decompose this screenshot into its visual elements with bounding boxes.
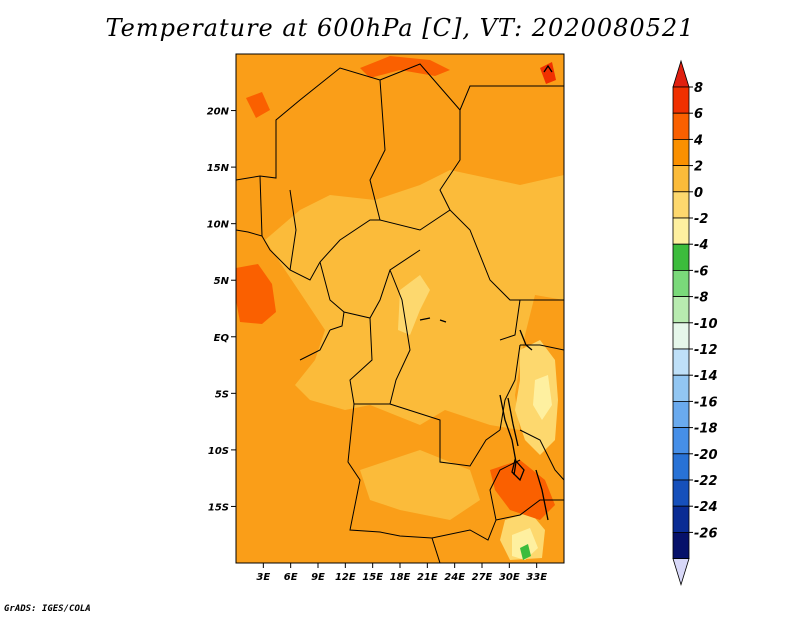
colorbar-segment xyxy=(672,348,690,376)
colorbar-segment xyxy=(672,217,690,245)
colorbar-label: -10 xyxy=(694,317,718,332)
colorbar-label: 0 xyxy=(694,186,703,201)
colorbar-top-arrow xyxy=(672,59,690,88)
lon-tick-label: 33E xyxy=(526,572,547,583)
colorbar-segment xyxy=(672,322,690,350)
colorbar-segment xyxy=(672,269,690,297)
lon-tick-label: 21E xyxy=(417,572,438,583)
colorbar-label: -8 xyxy=(694,291,708,306)
contour-4-6-nw xyxy=(246,92,270,118)
contour-6-8-ne xyxy=(540,62,556,84)
colorbar-label: -18 xyxy=(694,422,718,437)
latitude-ticks: 20N 15N 10N 5N EQ 5S 10S 15S xyxy=(207,107,236,513)
temperature-field xyxy=(236,54,564,563)
lat-tick-label: 10S xyxy=(208,446,229,457)
lon-tick-label: 24E xyxy=(444,572,465,583)
colorbar-segment xyxy=(672,479,690,507)
colorbar-segment xyxy=(672,243,690,271)
colorbar-segment xyxy=(672,165,690,193)
colorbar-segment xyxy=(672,374,690,402)
colorbar-segment xyxy=(672,505,690,533)
lat-tick-label: EQ xyxy=(214,333,230,344)
colorbar-label: 8 xyxy=(694,81,703,96)
colorbar-segment xyxy=(672,86,690,114)
lon-tick-label: 18E xyxy=(390,572,411,583)
colorbar-label: -22 xyxy=(694,474,718,489)
colorbar-label: -24 xyxy=(694,500,718,515)
lat-tick-label: 5S xyxy=(215,389,229,400)
colorbar-segment xyxy=(672,427,690,455)
lon-tick-label: 12E xyxy=(335,572,356,583)
colorbar-segment xyxy=(672,453,690,481)
contour-neg4-neg2-east xyxy=(533,375,552,420)
colorbar-label: 6 xyxy=(694,107,703,122)
contour-4-6-gulf xyxy=(236,264,276,324)
contour-green-spot xyxy=(520,544,531,560)
colorbar-label: -14 xyxy=(694,369,718,384)
colorbar-segment xyxy=(672,400,690,428)
colorbar-segment xyxy=(672,138,690,166)
lon-tick-label: 6E xyxy=(284,572,298,583)
footer-credit: GrADS: IGES/COLA xyxy=(4,604,91,614)
contour-neg4-neg2-se xyxy=(512,528,538,560)
lakes xyxy=(419,64,553,521)
lon-tick-label: 30E xyxy=(499,572,520,583)
lat-tick-label: 5N xyxy=(214,276,230,287)
colorbar: 8 6 4 2 0 -2 -4 -6 -8 -10 -12 -14 -16 -18 -20 -22 -24 -26 xyxy=(672,59,718,586)
lat-tick-label: 10N xyxy=(207,220,230,231)
contour-4-6-se xyxy=(490,460,555,520)
contour-neg2-0-center xyxy=(398,275,430,335)
colorbar-label: -26 xyxy=(694,526,718,541)
colorbar-label: 2 xyxy=(694,160,703,175)
colorbar-label: -2 xyxy=(694,212,708,227)
colorbar-segment xyxy=(672,532,690,560)
longitude-ticks: 3E 6E 9E 12E 15E 18E 21E 24E 27E 30E 33E xyxy=(256,563,547,583)
lat-tick-label: 15N xyxy=(207,163,230,174)
colorbar-label: -6 xyxy=(694,264,708,279)
colorbar-label: 4 xyxy=(693,133,703,148)
lon-tick-label: 15E xyxy=(362,572,383,583)
contour-0-2-south xyxy=(360,450,480,520)
colorbar-label: -16 xyxy=(694,395,718,410)
lat-tick-label: 20N xyxy=(207,107,230,118)
page-title: Temperature at 600hPa [C], VT: 202008052… xyxy=(105,14,695,42)
colorbar-segment xyxy=(672,296,690,324)
colorbar-label: -12 xyxy=(694,343,718,358)
colorbar-label: -4 xyxy=(694,238,708,253)
colorbar-segment xyxy=(672,112,690,140)
lat-tick-label: 15S xyxy=(208,502,229,513)
lon-tick-label: 3E xyxy=(256,572,270,583)
lon-tick-label: 27E xyxy=(472,572,493,583)
colorbar-label: -20 xyxy=(694,448,718,463)
colorbar-bottom-arrow xyxy=(672,558,690,586)
colorbar-segment xyxy=(672,191,690,219)
country-borders xyxy=(236,63,564,563)
lon-tick-label: 9E xyxy=(311,572,325,583)
